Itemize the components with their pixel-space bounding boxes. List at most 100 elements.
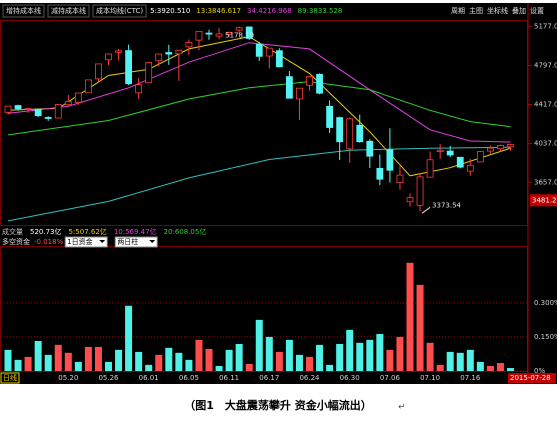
candle-body	[205, 32, 213, 35]
candle-body	[376, 167, 384, 180]
indicator-value: 13:3846.617	[196, 7, 241, 15]
y-tick-label: 5177.0	[534, 23, 557, 31]
menu-item[interactable]: 叠加	[512, 6, 526, 15]
x-tick-label: 06.01	[139, 374, 159, 382]
dropdown[interactable]: 两日柱	[117, 237, 138, 246]
candle-body	[185, 42, 193, 48]
candle-body	[225, 31, 233, 35]
tool-button[interactable]: 减持成本线	[51, 6, 86, 15]
x-tick-label: 06.11	[219, 374, 239, 382]
menu-item[interactable]: 主图	[469, 6, 483, 15]
candle-body	[507, 144, 514, 148]
candle-body	[24, 108, 32, 110]
candle-body	[54, 104, 62, 119]
low-annotation: 3373.54	[432, 201, 461, 209]
candle-body	[436, 149, 444, 152]
x-tick-label: 06.30	[340, 374, 360, 382]
tool-button[interactable]: 增持成本线	[6, 6, 41, 15]
x-tick-label: 06.24	[299, 374, 320, 382]
candle-body	[466, 164, 474, 172]
bar	[235, 343, 243, 371]
candle-body	[105, 53, 112, 61]
indicator-value: 5:3920.510	[150, 7, 190, 15]
candle-body	[14, 105, 22, 110]
candle-body	[497, 145, 504, 150]
candle-body	[306, 76, 313, 86]
bar	[225, 349, 233, 371]
bar	[4, 349, 12, 371]
candle-body	[285, 76, 293, 99]
bar	[486, 366, 494, 371]
price-marker-box	[530, 194, 557, 207]
y-tick-label: 4037.0	[534, 139, 557, 147]
bar	[105, 361, 112, 371]
candle-body	[486, 147, 494, 152]
candle-body	[476, 151, 484, 163]
period-label: 日线	[3, 373, 17, 382]
caption-mark: ↵	[398, 403, 406, 413]
cursor-label: 2015-07-28	[510, 374, 551, 382]
bar	[496, 363, 504, 371]
ma-line	[7, 42, 511, 143]
y-tick-label: 4797.0	[534, 62, 557, 70]
dropdown[interactable]: 1日资金	[67, 237, 92, 246]
y-tick-label: 4417.0	[534, 100, 557, 108]
candle-body	[386, 149, 394, 171]
tool-box	[47, 4, 90, 18]
candle-body	[275, 50, 283, 68]
bar	[74, 361, 82, 371]
bar	[316, 344, 324, 371]
tool-button[interactable]: 成本均线(CTC)	[96, 6, 143, 15]
bar	[295, 354, 303, 371]
bar	[406, 262, 414, 371]
bar	[396, 336, 404, 371]
bar	[446, 351, 454, 371]
high-annotation: 5178.19	[225, 32, 254, 40]
bar	[24, 356, 32, 371]
x-tick-label: 06.17	[259, 374, 279, 382]
x-tick-label: 07.16	[460, 374, 481, 382]
bar	[326, 364, 334, 371]
low-arrow	[421, 206, 431, 214]
menu-item[interactable]: 坐标线	[487, 6, 508, 15]
menu-item[interactable]: 周期	[451, 7, 465, 15]
bar	[34, 341, 42, 371]
caption: （图1 大盘震荡攀升 资金小幅流出）	[184, 398, 371, 412]
bar	[155, 354, 163, 371]
bar	[54, 344, 62, 371]
candle-body	[446, 150, 454, 156]
candle-body	[165, 52, 173, 55]
candle-body	[416, 176, 424, 206]
bar	[336, 343, 344, 371]
bar	[205, 348, 213, 371]
indicator-value: 89:3833.528	[298, 7, 343, 15]
bar	[426, 342, 434, 371]
bar	[466, 349, 474, 371]
candle-body	[215, 33, 223, 37]
bar	[275, 351, 283, 371]
bar	[64, 352, 72, 371]
candle-body	[195, 30, 203, 41]
bar	[215, 366, 223, 371]
bar	[306, 356, 313, 371]
y-tick-label: 0%	[534, 367, 545, 375]
price-marker: 3481.2	[532, 196, 557, 204]
bar	[14, 359, 22, 371]
bar	[84, 346, 92, 371]
candle-body	[245, 26, 253, 39]
panel-title: 多空资金	[2, 237, 30, 246]
candle-body	[265, 47, 273, 57]
bar	[436, 364, 444, 371]
cursor-box	[508, 373, 556, 383]
menu-item[interactable]: 设置	[530, 6, 544, 15]
candle-body	[145, 61, 153, 84]
ma-line	[7, 146, 511, 222]
bar	[145, 364, 153, 371]
bar	[94, 346, 102, 371]
dropdown-box	[114, 236, 158, 248]
candle-body	[95, 63, 102, 80]
tool-box	[92, 4, 147, 18]
x-tick-label: 05.20	[58, 374, 78, 382]
dropdown-arrow	[149, 240, 156, 243]
volume-text: 成交量	[2, 227, 23, 236]
